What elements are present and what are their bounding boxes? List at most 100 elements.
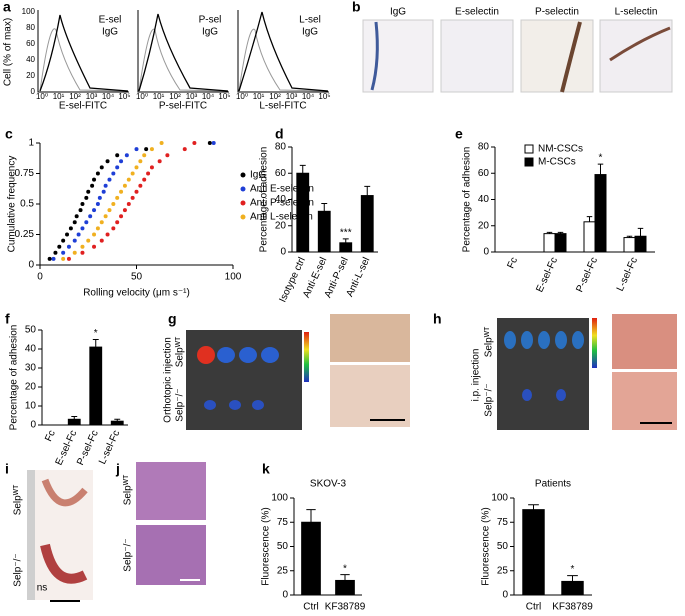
panel-letter: k	[262, 461, 270, 477]
panel-letter: c	[5, 126, 13, 142]
bar	[296, 172, 310, 253]
x-tick-label: 10³	[286, 92, 298, 101]
image-label: P-selectin	[535, 7, 579, 18]
y-tick-label: 40	[26, 55, 35, 64]
bar	[543, 233, 556, 253]
point	[122, 208, 127, 213]
point	[86, 238, 91, 243]
signal	[538, 331, 550, 349]
significance: *	[343, 563, 347, 574]
point	[84, 195, 89, 200]
point	[182, 147, 187, 152]
point	[80, 244, 85, 249]
bar	[67, 418, 81, 426]
legend-marker	[240, 186, 246, 192]
y-label: Cell (% of max)	[3, 18, 14, 86]
bar	[110, 420, 124, 426]
image	[612, 314, 677, 369]
point	[119, 159, 124, 164]
stain	[560, 21, 582, 93]
bar	[522, 509, 545, 596]
signal	[555, 331, 567, 349]
y-tick-label: 0.75	[15, 168, 35, 179]
point	[78, 208, 83, 213]
error-bar	[71, 415, 78, 420]
image	[330, 365, 410, 427]
point	[80, 250, 85, 255]
error-bar	[557, 231, 564, 234]
y-tick-label: 80	[275, 142, 287, 153]
significance: ***	[340, 228, 352, 239]
y-label: Cumulative frequency	[7, 156, 18, 253]
y-tick-label: 20	[478, 220, 490, 231]
significance: *	[571, 564, 575, 575]
y-label: Fluorescence (%)	[261, 507, 272, 585]
x-tick-label: Ctrl	[303, 602, 319, 613]
y-label: Percentage of adhesion	[259, 147, 270, 253]
panel-letter: d	[275, 126, 284, 142]
signal	[522, 389, 532, 401]
stain	[609, 26, 671, 62]
point	[92, 177, 97, 182]
point	[138, 183, 143, 188]
flow-curves	[39, 11, 329, 92]
y-tick-label: 80	[478, 142, 490, 153]
y-tick-label: 25	[277, 565, 289, 576]
stain	[370, 21, 379, 91]
x-tick-label: 10⁵	[318, 92, 330, 101]
error-bar	[567, 575, 578, 582]
y-tick-label: 100	[271, 493, 288, 504]
x-tick-label: Fc	[505, 256, 520, 271]
point	[92, 232, 97, 237]
panel-letter: j	[115, 461, 120, 477]
bar	[594, 174, 607, 253]
point	[86, 189, 91, 194]
point	[92, 244, 97, 249]
bar	[301, 521, 321, 596]
y-tick-label: 0	[31, 87, 36, 96]
error-bar	[114, 418, 121, 422]
error-bar	[586, 216, 593, 222]
y-tick-label: 0	[282, 590, 288, 601]
image-label: L-selectin	[615, 7, 658, 18]
legend-label: Anti E-selectin	[250, 184, 314, 195]
point	[65, 232, 70, 237]
point	[80, 202, 85, 206]
y-tick-label: 25	[497, 565, 509, 576]
legend-swatch	[524, 144, 534, 154]
y-label: Orthotopic injection	[163, 337, 174, 423]
point	[111, 226, 116, 231]
x-tick-label: KF38789	[325, 602, 366, 613]
point	[111, 171, 116, 176]
y-tick-label: 75	[497, 517, 509, 528]
point	[144, 147, 149, 152]
control-curve	[39, 28, 129, 92]
signal	[252, 400, 264, 410]
image	[136, 462, 206, 520]
point	[115, 195, 120, 200]
point	[61, 250, 66, 255]
error-bar	[299, 164, 306, 174]
signal	[229, 400, 241, 410]
x-tick-label: 10¹	[53, 92, 65, 101]
x-label: Rolling velocity (μm s⁻¹)	[83, 288, 190, 299]
signal	[556, 389, 566, 401]
x-tick-label: P-sel-Fc	[574, 256, 600, 294]
point	[88, 214, 93, 219]
point	[119, 189, 124, 194]
y-tick-label: 0	[502, 590, 508, 601]
point	[142, 153, 147, 158]
point	[130, 171, 135, 176]
y-tick-label: 0	[483, 247, 489, 258]
point	[211, 141, 216, 145]
point	[61, 238, 66, 243]
y-tick-label: 60	[478, 168, 490, 179]
point	[95, 202, 100, 206]
x-tick-label: 10¹	[253, 92, 265, 101]
y-tick-label: 100	[22, 7, 36, 16]
y-tick-label: 75	[277, 517, 289, 528]
panel-letter: a	[3, 0, 11, 15]
y-tick-label: 40	[25, 344, 37, 355]
y-tick-label: 0	[30, 420, 36, 431]
x-tick-label: 10⁴	[102, 92, 115, 101]
